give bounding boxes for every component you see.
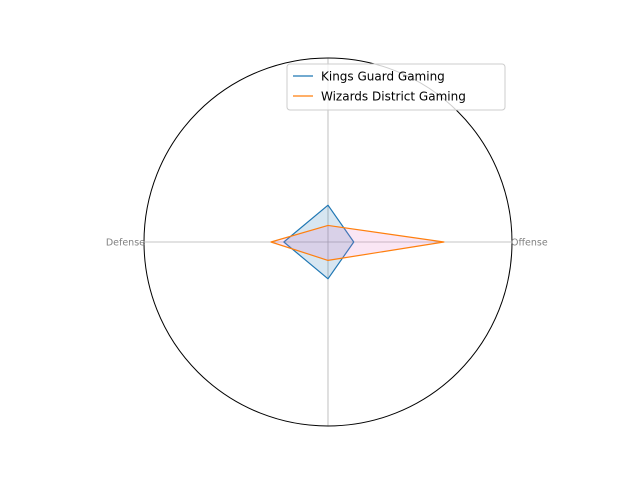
- axis-label: Offense: [511, 238, 548, 249]
- series-area-1: [270, 225, 444, 261]
- series-line-1: [270, 224, 445, 261]
- radar-grid: [143, 57, 513, 427]
- axis-label: Defense: [106, 238, 145, 249]
- legend-frame: [286, 63, 506, 111]
- legend: Kings Guard Gaming Wizards District Gamin…: [286, 63, 506, 111]
- series-area-0: [283, 205, 354, 279]
- radar-series: [270, 204, 445, 280]
- radar-axis-labels: Offense Defense: [106, 238, 548, 249]
- legend-label: Wizards District Gaming: [321, 90, 466, 104]
- series-line-0: [283, 204, 355, 280]
- legend-label: Kings Guard Gaming: [321, 70, 445, 84]
- radar-outer-ring: [143, 57, 513, 427]
